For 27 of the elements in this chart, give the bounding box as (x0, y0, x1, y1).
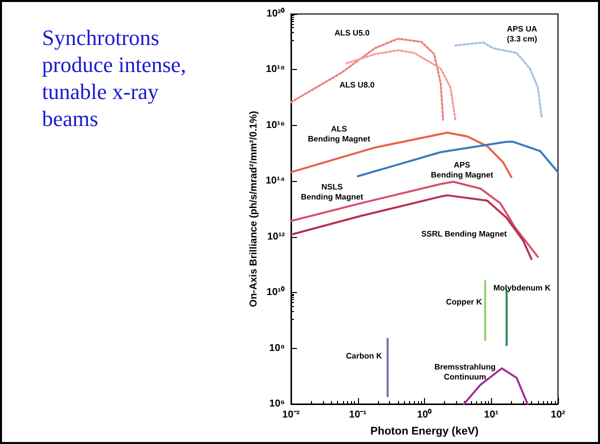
text: Synchrotrons produce intense, tunable x-ray beams (42, 25, 192, 131)
annotation: ALS Bending Magnet (308, 124, 370, 144)
annotation: APS Bending Magnet (430, 160, 494, 180)
annotation: SSRL Bending Magnet (421, 230, 508, 238)
y-axis-title: On-Axis Brilliance (ph/s/mrad²/mm²/0.1%) (248, 110, 260, 308)
annotation: ALS U8.0 (339, 80, 376, 90)
annotation: ALS U5.0 (334, 28, 370, 38)
y-tick-label: 10⁶ (269, 398, 285, 410)
annotation: Molybdenum K (493, 284, 551, 292)
y-tick-label: 10²⁰ (266, 8, 285, 20)
x-axis-title: Photon Energy (keV) (370, 426, 479, 438)
annotation: NSLS Bending Magnet (300, 182, 364, 202)
annotation: Carbon K (346, 352, 382, 360)
y-tick-label: 10¹² (267, 231, 286, 242)
annotation: Copper K (446, 298, 482, 306)
y-tick-label: 10¹⁴ (266, 176, 286, 187)
y-tick-label: 10⁸ (269, 342, 286, 354)
annotation: APS UA (3.3 cm) (506, 24, 538, 44)
x-tick-label: 10¹ (484, 410, 500, 420)
x-tick-label: 10⁻² (282, 410, 300, 420)
y-tick-label: 10¹⁶ (266, 120, 285, 131)
x-tick-label: 10² (550, 410, 566, 420)
x-tick-label: 10⁻¹ (349, 410, 368, 420)
y-tick-label: 10¹⁰ (266, 286, 285, 298)
x-tick-label: 10⁰ (416, 408, 432, 420)
y-tick-label: 10¹⁸ (266, 64, 286, 76)
annotation: Bremsstrahlung Continuum (434, 362, 496, 382)
